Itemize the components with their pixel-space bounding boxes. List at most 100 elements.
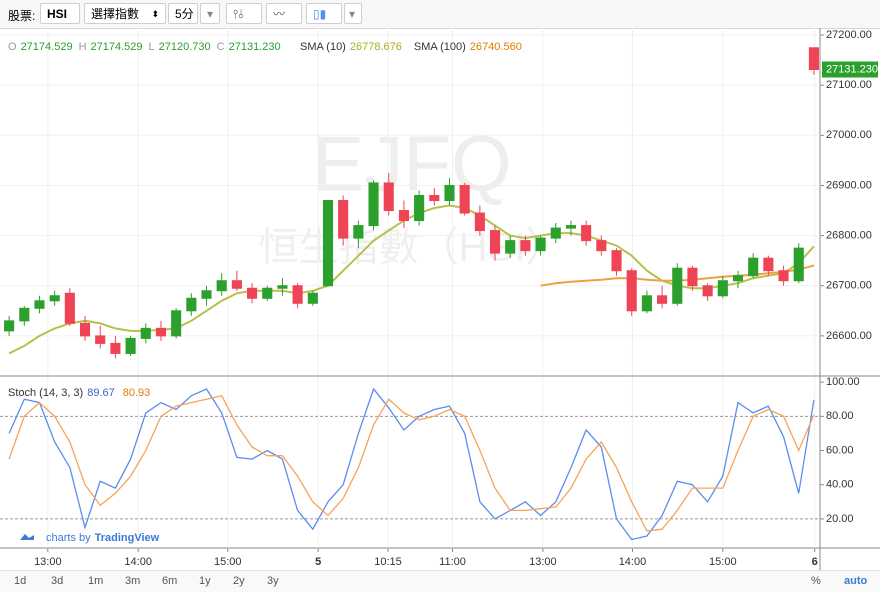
- last-price-tag: [822, 61, 878, 78]
- indicator-line: [8, 387, 815, 541]
- candle-body: [353, 225, 364, 239]
- x-tick-label: 5: [315, 556, 321, 568]
- bar-style-button[interactable]: ⫯⫰: [226, 3, 262, 24]
- candle-body: [383, 182, 394, 212]
- candle-body: [79, 322, 91, 337]
- legend: Stoch (14, 3, 3) 89.67 80.93: [8, 387, 150, 399]
- legend-item: O: [8, 41, 17, 53]
- candle-body: [672, 267, 683, 304]
- candle-body: [748, 257, 759, 277]
- style-dropdown[interactable]: ▾: [344, 3, 362, 24]
- x-tick-label: 15:00: [214, 556, 242, 568]
- candle-body: [277, 285, 288, 289]
- candle-body: [550, 227, 561, 239]
- range-button[interactable]: %: [811, 575, 821, 587]
- y-tick-label: 27000.00: [826, 129, 872, 141]
- line-style-button[interactable]: 〰: [266, 3, 302, 24]
- candle-body: [641, 295, 652, 312]
- x-tick-label: 13:00: [34, 556, 62, 568]
- candle-body: [140, 327, 151, 339]
- candle-body: [110, 342, 121, 354]
- candle-body: [247, 287, 258, 299]
- candle-body: [444, 184, 455, 201]
- candle-body: [702, 285, 713, 297]
- candle-body: [778, 270, 789, 282]
- x-tick-label: 14:00: [619, 556, 647, 568]
- candle-body: [581, 225, 592, 242]
- range-button[interactable]: 2y: [233, 575, 245, 587]
- x-tick-label: 13:00: [529, 556, 557, 568]
- range-button[interactable]: 3d: [51, 575, 64, 587]
- credit-brand: TradingView: [95, 532, 160, 544]
- candle-body: [535, 237, 546, 252]
- legend-item: 89.67: [87, 387, 115, 399]
- range-button[interactable]: 6m: [162, 575, 178, 587]
- candle-body: [231, 280, 242, 289]
- candle-body: [505, 240, 516, 254]
- watermark-code: EJFQ: [312, 120, 511, 208]
- candle-body: [338, 199, 349, 239]
- x-tick-label: 10:15: [374, 556, 402, 568]
- y-tick-label: 100.00: [826, 376, 860, 388]
- legend-item: C: [217, 41, 225, 53]
- candle-body: [763, 257, 774, 272]
- x-tick-label: 15:00: [709, 556, 737, 568]
- y-tick-label: 80.00: [826, 410, 854, 422]
- range-button[interactable]: 3m: [125, 575, 141, 587]
- candle-body: [398, 210, 409, 222]
- candle-body: [125, 337, 136, 354]
- range-button[interactable]: 1m: [88, 575, 104, 587]
- index-select[interactable]: 選擇指數 ⬍: [84, 3, 166, 24]
- candle-body: [611, 250, 622, 272]
- candle-body: [657, 295, 668, 304]
- candle-body: [793, 247, 804, 282]
- index-select-text: 選擇指數: [91, 7, 140, 21]
- legend-item: 27120.730: [159, 41, 211, 53]
- candle-body: [489, 230, 501, 254]
- candle-body: [732, 275, 744, 282]
- credit-logo: [20, 534, 34, 540]
- indicator-line: [8, 395, 815, 532]
- last-price-label: 27131.230: [826, 63, 878, 75]
- y-tick-label: 27200.00: [826, 29, 872, 41]
- candle-body: [155, 327, 167, 337]
- y-tick-label: 40.00: [826, 479, 854, 491]
- x-tick-label: 11:00: [439, 556, 466, 568]
- symbol-input[interactable]: HSI: [40, 3, 80, 24]
- candle-body: [414, 194, 425, 222]
- credit-prefix: charts by: [46, 532, 91, 544]
- range-button[interactable]: 3y: [267, 575, 279, 587]
- range-button[interactable]: 1y: [199, 575, 211, 587]
- candle-body: [292, 285, 303, 304]
- y-tick-label: 26800.00: [826, 230, 872, 242]
- legend-item: 27174.529: [21, 41, 73, 53]
- legend-item: 80.93: [123, 387, 151, 399]
- legend-item: 26740.560: [470, 41, 522, 53]
- interval-dropdown[interactable]: ▾: [200, 3, 220, 24]
- candle-body: [201, 290, 212, 299]
- candle-body: [186, 297, 197, 312]
- candle-body: [808, 47, 819, 71]
- y-tick-label: 26900.00: [826, 179, 872, 191]
- y-tick-label: 27100.00: [826, 79, 872, 91]
- candle-body: [95, 335, 106, 344]
- candle-body: [216, 280, 227, 292]
- range-button[interactable]: 1d: [14, 575, 27, 587]
- y-tick-label: 26700.00: [826, 280, 872, 292]
- interval-button[interactable]: 5分: [168, 3, 198, 24]
- candle-body: [520, 240, 531, 252]
- x-tick-label: 6: [812, 556, 818, 568]
- legend-item: Stoch (14, 3, 3): [8, 387, 83, 399]
- legend: SMA (10) 26778.676 SMA (100) 26740.560: [300, 41, 522, 53]
- candle-body: [49, 295, 60, 302]
- candle-style-button[interactable]: ▯▮: [306, 3, 342, 24]
- range-button[interactable]: auto: [844, 575, 868, 587]
- legend-item: H: [79, 41, 87, 53]
- market-label: 股票:: [8, 9, 36, 23]
- legend-item: 27131.230: [229, 41, 281, 53]
- candle-body: [262, 287, 273, 299]
- legend-item: SMA (100): [414, 41, 466, 53]
- legend-item: L: [149, 41, 155, 53]
- candle-body: [474, 212, 485, 232]
